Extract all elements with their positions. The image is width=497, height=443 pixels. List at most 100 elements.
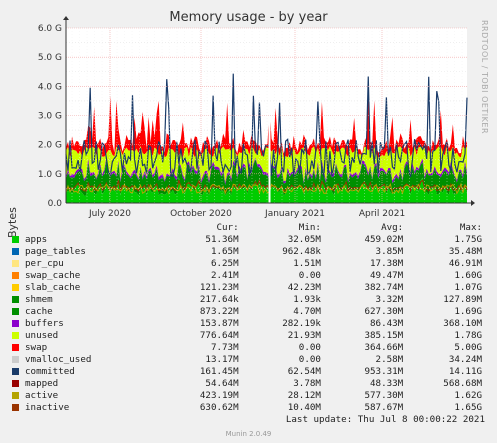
legend-min: 282.19k: [282, 318, 321, 329]
y-tick-label: 3.0 G: [38, 112, 62, 122]
chart-title: Memory usage - by year: [169, 10, 328, 25]
legend-series-name: mapped: [25, 378, 59, 389]
legend-min: 21.93M: [287, 330, 321, 341]
legend-min: 1.93k: [293, 294, 321, 305]
legend: x Cur: Min: Avg: Max: apps 51.36M 32.05M 45…: [12, 222, 482, 414]
legend-avg: 459.02M: [364, 234, 404, 245]
data-gap: [268, 28, 271, 203]
legend-swatch: [12, 332, 19, 339]
legend-swatch: [12, 392, 19, 399]
legend-series-name: unused: [25, 330, 59, 341]
rrdtool-watermark: RRDTOOL / TOBI OETIKER: [480, 20, 489, 135]
legend-avg: 86.43M: [370, 318, 404, 329]
legend-series-name: apps: [25, 234, 48, 245]
legend-min: 0.00: [298, 270, 321, 281]
legend-max: 1.78G: [454, 330, 483, 341]
legend-cur: 13.17M: [205, 354, 239, 365]
legend-row: mapped 54.64M 3.78M 48.33M 568.68M: [12, 378, 482, 390]
legend-avg: 3.85M: [375, 246, 404, 257]
x-tick-label: April 2021: [359, 209, 405, 219]
legend-row: committed 161.45M 62.54M 953.31M 14.11G: [12, 366, 482, 378]
legend-min: 42.23M: [287, 282, 321, 293]
legend-row: shmem 217.64k 1.93k 3.32M 127.89M: [12, 294, 482, 306]
legend-cur: 1.65M: [210, 246, 239, 257]
legend-series-name: inactive: [25, 402, 70, 413]
legend-cur: 153.87M: [199, 318, 239, 329]
legend-row: swap 7.73M 0.00 364.66M 5.00G: [12, 342, 482, 354]
legend-series-name: cache: [25, 306, 53, 317]
y-tick-label: 1.0 G: [38, 170, 62, 180]
legend-series-name: per_cpu: [25, 258, 64, 269]
legend-avg: 577.30M: [364, 390, 404, 401]
legend-cur: 423.19M: [199, 390, 239, 401]
y-tick-label: 4.0 G: [38, 82, 62, 92]
legend-cur: 51.36M: [205, 234, 239, 245]
legend-swatch: [12, 380, 19, 387]
legend-cur: 121.23M: [199, 282, 239, 293]
legend-series-name: swap: [25, 342, 48, 353]
legend-min: 28.12M: [287, 390, 321, 401]
col-avg: Avg:: [381, 222, 404, 233]
line-inactive: [65, 179, 468, 193]
legend-max: 46.91M: [448, 258, 483, 269]
legend-avg: 627.30M: [364, 306, 404, 317]
legend-series-name: buffers: [25, 318, 64, 329]
legend-avg: 3.32M: [375, 294, 404, 305]
legend-series-name: swap_cache: [25, 270, 81, 281]
legend-max: 5.00G: [454, 342, 483, 353]
legend-max: 1.07G: [454, 282, 483, 293]
legend-min: 3.78M: [293, 378, 321, 389]
legend-avg: 587.67M: [364, 402, 404, 413]
y-tick-label: 0.0: [48, 199, 63, 209]
line-active: [65, 182, 468, 195]
legend-min: 1.51M: [293, 258, 321, 269]
x-axis-arrow: [471, 200, 475, 206]
legend-series-name: slab_cache: [25, 282, 81, 293]
legend-avg: 49.47M: [370, 270, 404, 281]
col-cur: Cur:: [216, 222, 239, 233]
x-tick-label: January 2021: [264, 209, 325, 219]
legend-swatch: [12, 248, 19, 255]
legend-min: 0.00: [298, 342, 321, 353]
legend-max: 34.24M: [448, 354, 483, 365]
y-tick-label: 6.0 G: [38, 24, 62, 34]
legend-max: 1.60G: [454, 270, 483, 281]
legend-min: 10.40M: [287, 402, 321, 413]
legend-row: buffers 153.87M 282.19k 86.43M 368.10M: [12, 318, 482, 330]
legend-avg: 364.66M: [364, 342, 404, 353]
legend-swatch: [12, 320, 19, 327]
legend-row: apps 51.36M 32.05M 459.02M 1.75G: [12, 234, 482, 246]
legend-max: 368.10M: [443, 318, 483, 329]
legend-cur: 2.41M: [210, 270, 239, 281]
legend-cur: 161.45M: [199, 366, 239, 377]
legend-max: 1.69G: [454, 306, 483, 317]
legend-max: 1.62G: [454, 390, 483, 401]
legend-series-name: committed: [25, 366, 75, 377]
legend-swatch: [12, 308, 19, 315]
line-committed: [65, 73, 468, 178]
legend-row: per_cpu 6.25M 1.51M 17.38M 46.91M: [12, 258, 482, 270]
legend-avg: 385.15M: [364, 330, 404, 341]
legend-max: 1.65G: [454, 402, 483, 413]
legend-swatch: [12, 260, 19, 267]
legend-row: slab_cache 121.23M 42.23M 382.74M 1.07G: [12, 282, 482, 294]
legend-avg: 2.58M: [375, 354, 404, 365]
legend-swatch: [12, 344, 19, 351]
last-update: Last update: Thu Jul 8 00:00:22 2021: [285, 414, 485, 425]
area-buffers: [66, 157, 467, 186]
x-tick-label: July 2020: [88, 209, 131, 219]
legend-swatch: [12, 356, 19, 363]
legend-cur: 217.64k: [199, 294, 239, 305]
legend-swatch: [12, 404, 19, 411]
legend-swatch: [12, 296, 19, 303]
legend-max: 127.89M: [443, 294, 483, 305]
legend-cur: 7.73M: [210, 342, 239, 353]
legend-min: 62.54M: [287, 366, 321, 377]
y-tick-label: 2.0 G: [38, 141, 62, 151]
legend-avg: 953.31M: [364, 366, 404, 377]
legend-series-name: active: [25, 390, 59, 401]
legend-swatch: [12, 284, 19, 291]
legend-series-name: vmalloc_used: [25, 354, 92, 365]
legend-swatch: [12, 236, 19, 243]
legend-row: page_tables 1.65M 962.48k 3.85M 35.48M: [12, 246, 482, 258]
